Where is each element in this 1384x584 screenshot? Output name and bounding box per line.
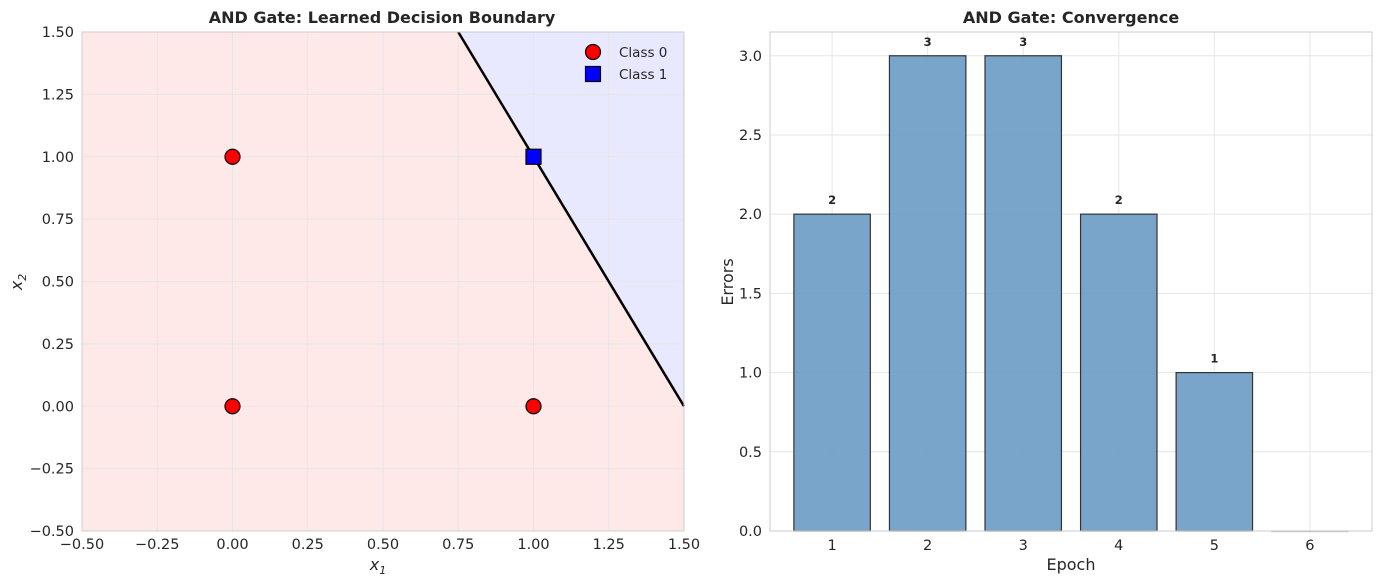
chart-title: AND Gate: Learned Decision Boundary (209, 8, 556, 27)
x-tick-label: 2 (923, 538, 932, 554)
y-tick-label: 2.5 (739, 128, 762, 144)
chart-title: AND Gate: Convergence (963, 8, 1180, 27)
bar-data-label: 3 (924, 35, 932, 49)
x-tick-label: 3 (1019, 538, 1028, 554)
plot-frame (769, 31, 1373, 532)
legend: Class 0 Class 1 (584, 43, 667, 83)
y-tick-label: 0.00 (42, 399, 74, 415)
bar (888, 55, 967, 532)
legend-label: Class 0 (619, 45, 667, 61)
point-class-0 (525, 398, 542, 415)
decision-boundary-chart: AND Gate: Learned Decision Boundary x1 x… (7, 8, 700, 577)
bar (1175, 371, 1254, 532)
x-tick-label: 1.50 (668, 537, 700, 553)
bar (984, 55, 1063, 532)
y-tick-label: 1.25 (42, 87, 74, 103)
decision-boundary-line (457, 31, 686, 407)
legend-marker (584, 65, 602, 83)
y-tick-label: 0.75 (42, 212, 74, 228)
x-tick-label: 0.50 (367, 537, 399, 553)
y-tick-label: 1.0 (739, 366, 762, 382)
legend-label: Class 1 (619, 67, 667, 83)
x-tick-label: 4 (1114, 538, 1123, 554)
bar-data-label: 2 (828, 193, 836, 207)
bar (793, 213, 871, 532)
x-tick-label: 6 (1305, 538, 1314, 554)
x-tick-label: 0.25 (292, 537, 324, 553)
y-tick-label: 2.0 (739, 207, 762, 223)
bar-data-label: 2 (1115, 193, 1123, 207)
y-tick-label: 1.50 (42, 25, 74, 41)
y-tick-label: 3.0 (739, 49, 762, 65)
point-class-0 (224, 148, 241, 165)
y-tick-label: −0.50 (30, 524, 74, 540)
y-axis-label: Errors (718, 258, 737, 305)
plot-area: −0.50 −0.25 0.00 0.25 0.50 0.75 1.00 1.25 1.50 −0… (30, 25, 701, 553)
y-axis-label: x2 (7, 274, 29, 291)
x-tick-label: −0.50 (60, 537, 104, 553)
point-class-0 (224, 398, 241, 415)
bar-data-label: 1 (1210, 352, 1218, 366)
bar (1079, 213, 1158, 532)
x-tick-label: 5 (1210, 538, 1219, 554)
point-class-1 (525, 148, 542, 165)
x-axis-label: Epoch (1047, 555, 1096, 574)
x-tick-label: 0.00 (216, 537, 248, 553)
x-tick-label: 1.25 (593, 537, 625, 553)
x-axis-label: x1 (369, 555, 386, 577)
bar-data-label: 3 (1019, 35, 1027, 49)
legend-marker (584, 43, 602, 61)
x-tick-label: 1.00 (517, 537, 549, 553)
y-tick-label: 1.00 (42, 150, 74, 166)
plot-area: 0.0 0.5 1.0 1.5 2.0 2.5 3.0 1 2 3 4 5 6 2 3 3 2 1 (739, 31, 1373, 554)
x-tick-label: −0.25 (135, 537, 179, 553)
y-tick-label: 0.25 (42, 337, 74, 353)
y-tick-label: 0.0 (739, 524, 762, 540)
y-tick-label: 0.5 (739, 445, 762, 461)
x-tick-label: 0.75 (442, 537, 474, 553)
plot-frame (81, 31, 685, 532)
x-tick-label: 1 (827, 538, 836, 554)
y-tick-label: −0.25 (30, 462, 74, 478)
convergence-chart: AND Gate: Convergence Epoch Errors 0.00.… (718, 8, 1373, 574)
y-tick-label: 1.5 (739, 286, 762, 302)
y-tick-label: 0.50 (42, 275, 74, 291)
